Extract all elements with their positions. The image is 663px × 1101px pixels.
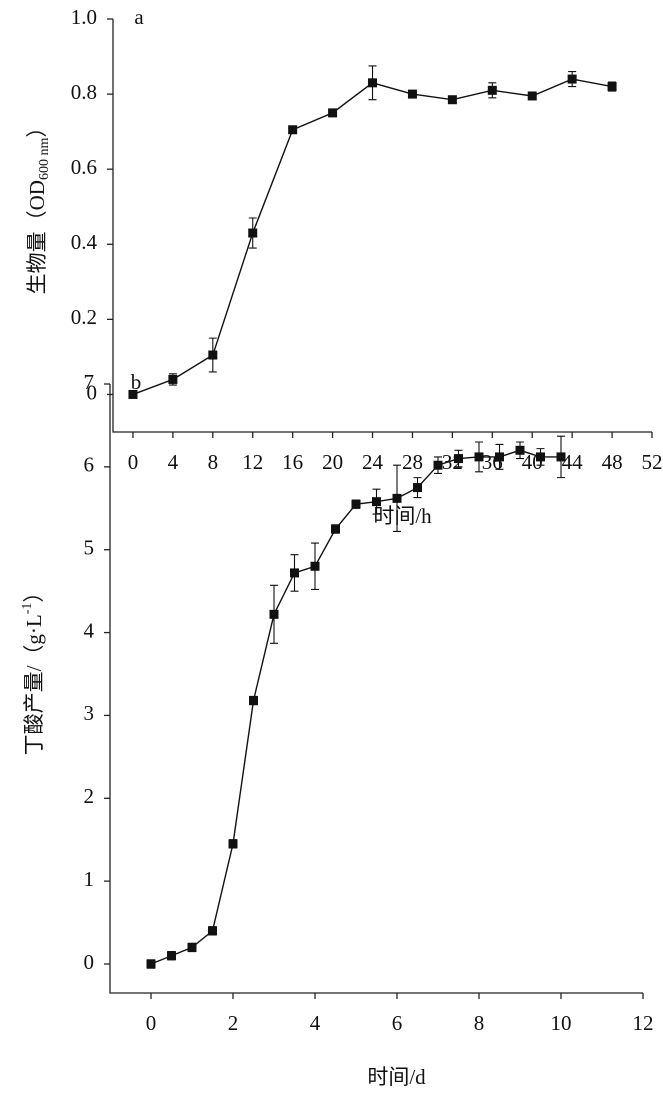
y-tick-label: 0 [87,380,98,404]
x-tick-label: 4 [168,450,179,474]
y-axis-label: 生物量（OD600 nm） [25,117,52,295]
data-point [167,951,176,961]
data-point [413,483,422,493]
x-tick-label: 24 [362,450,384,474]
x-tick-label: 2 [228,1011,239,1035]
x-tick-label: 52 [642,450,663,474]
data-point [487,85,497,95]
panel-label: b [131,370,142,394]
x-axis-label: 时间/d [367,1065,426,1089]
data-point [168,374,178,384]
y-axis-label-text: 生物量（OD [25,180,49,294]
axes [109,384,643,994]
y-tick-label: 1.0 [71,5,97,29]
data-point [515,445,525,455]
data-point [146,959,156,969]
data-point [474,452,484,462]
x-axis-label: 时间/h [373,504,432,528]
y-tick-label: 0.6 [71,155,97,179]
data-point [328,108,338,118]
data-line [150,449,561,965]
y-tick-label: 0.2 [71,305,97,329]
data-point [187,942,197,952]
x-tick-label: 8 [474,1011,485,1035]
y-tick-label: 7 [84,370,95,394]
data-point [433,460,443,470]
data-point [208,350,218,360]
y-axis-label-end: ） [25,117,49,138]
x-tick-label: 28 [402,450,423,474]
y-tick-label: 1 [84,867,95,891]
x-tick-label: 16 [282,450,303,474]
axes [112,19,652,433]
x-tick-label: 0 [146,1011,157,1035]
data-point [536,452,545,462]
data-point [248,228,258,238]
x-tick-label: 10 [551,1011,572,1035]
x-tick-label: 48 [602,450,623,474]
data-point [567,74,577,84]
x-tick-label: 4 [310,1011,321,1035]
y-tick-label: 4 [84,618,95,642]
x-tick-label: 12 [242,450,263,474]
x-tick-label: 12 [633,1011,654,1035]
data-point [288,125,298,135]
data-point [527,91,537,101]
y-tick-label: 5 [84,536,95,560]
x-tick-label: 6 [392,1011,403,1035]
x-tick-label: 20 [322,450,343,474]
y-tick-label: 0 [84,950,95,974]
data-point [249,696,258,706]
data-point [607,82,617,92]
y-axis-label-end: ） [22,582,46,603]
data-point [447,95,457,105]
data-point [290,568,299,578]
data-point [407,89,417,99]
data-point [269,609,279,619]
y-axis-label-sub: 600 nm [37,138,52,181]
data-point [228,839,238,849]
data-line [132,78,613,396]
x-tick-label: 44 [562,450,584,474]
y-axis-label: 丁酸产量/（g·L-1） [20,582,46,756]
y-tick-label: 0.4 [71,230,98,254]
data-point [310,561,320,571]
data-point [454,454,463,464]
data-point [556,452,566,462]
data-point [368,78,378,88]
y-tick-label: 0.8 [71,80,97,104]
y-tick-label: 3 [84,701,95,725]
y-tick-label: 6 [84,453,95,477]
data-point [372,497,381,507]
x-tick-label: 0 [128,450,139,474]
data-point [495,452,504,462]
y-axis-label-sup: -1 [20,603,35,615]
panel: 00.20.40.60.81.00 4 8 12 16 20 24 28 32 36 40 44 48 5… [25,5,663,528]
panel-label: a [134,5,144,29]
data-point [208,926,217,936]
data-point [331,524,340,534]
y-tick-label: 2 [84,784,95,808]
data-point [128,389,138,399]
y-axis-label-text: 丁酸产量/（g·L [22,614,46,755]
x-tick-label: 8 [208,450,219,474]
data-point [351,499,361,509]
data-point [392,493,402,503]
